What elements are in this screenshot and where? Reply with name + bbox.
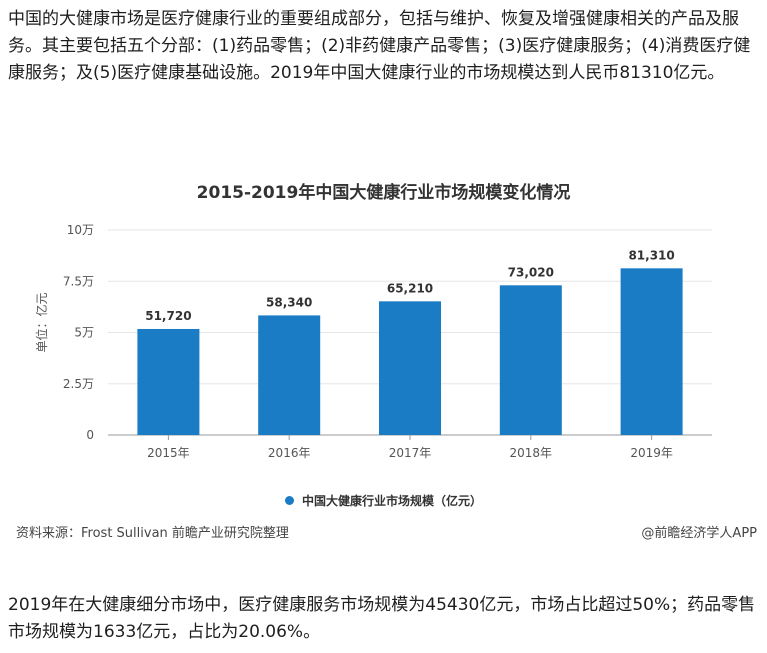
intro-paragraph: 中国的大健康市场是医疗健康行业的重要组成部分，包括与维护、恢复及增强健康相关的产…: [8, 9, 751, 83]
data-label: 65,210: [387, 281, 433, 295]
bar: [620, 268, 683, 435]
y-tick-label: 7.5万: [63, 274, 94, 288]
bar: [258, 315, 321, 435]
legend-label: 中国大健康行业市场规模（亿元）: [301, 494, 482, 508]
y-axis-label: 单位：亿元: [34, 292, 49, 352]
x-tick-label: 2018年: [510, 446, 553, 460]
x-tick-label: 2016年: [268, 446, 311, 460]
bar: [379, 301, 441, 435]
x-tick-label: 2019年: [630, 446, 673, 460]
y-tick-label: 5万: [74, 326, 94, 340]
x-tick-label: 2017年: [389, 446, 432, 460]
legend-swatch: [284, 496, 294, 505]
outro-paragraph: 2019年在大健康细分市场中，医疗健康服务市场规模为45430亿元，市场占比超过…: [8, 595, 756, 642]
data-label: 73,020: [508, 265, 554, 279]
chart-figure: 2015-2019年中国大健康行业市场规模变化情况 0 2.5万 5万 7.5万 10万…: [0, 160, 767, 550]
y-tick-label: 10万: [67, 223, 94, 237]
y-tick-label: 2.5万: [63, 377, 94, 391]
data-label: 58,340: [266, 295, 312, 309]
data-label: 51,720: [145, 309, 191, 323]
data-label: 81,310: [628, 248, 674, 262]
source-note: 资料来源：Frost Sullivan 前瞻产业研究院整理: [16, 526, 289, 541]
brand-credit: @前瞻经济学人APP: [641, 526, 757, 541]
x-tick-label: 2015年: [147, 446, 190, 460]
chart-title: 2015-2019年中国大健康行业市场规模变化情况: [196, 183, 571, 203]
chart-legend: 中国大健康行业市场规模（亿元）: [0, 492, 767, 509]
y-tick-label: 0: [86, 428, 94, 442]
bar: [137, 328, 200, 435]
bar: [499, 285, 562, 435]
